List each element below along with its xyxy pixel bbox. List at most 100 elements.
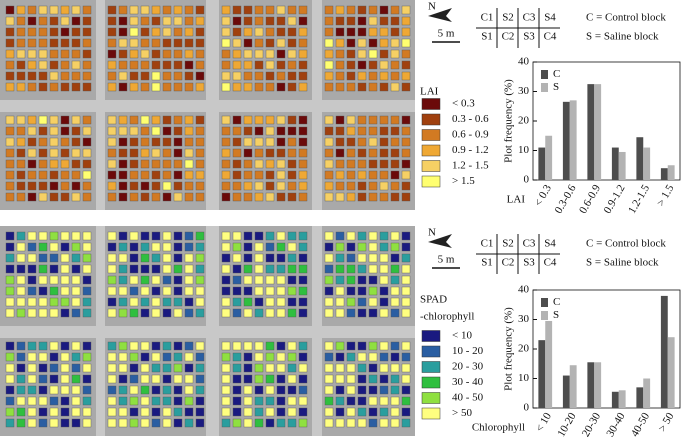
plot-square: [324, 308, 334, 318]
plot-square: [195, 264, 205, 274]
plot-square: [60, 181, 70, 191]
plot-square: [335, 264, 345, 274]
plot-square: [232, 82, 242, 92]
plot-square: [368, 181, 378, 191]
plot-square: [221, 308, 231, 318]
plot-square: [401, 170, 411, 180]
plot-square: [5, 71, 15, 81]
plot-square: [5, 352, 15, 362]
plot-square: [162, 60, 172, 70]
plot-square: [401, 82, 411, 92]
bar: [562, 375, 570, 408]
plot-square: [71, 159, 81, 169]
plot-square: [232, 159, 242, 169]
plot-square: [401, 27, 411, 37]
plot-square: [390, 231, 400, 241]
plot-square: [118, 385, 128, 395]
plot-square: [16, 126, 26, 136]
legend-swatch: [421, 345, 441, 358]
plot-square: [162, 341, 172, 351]
bar: [569, 365, 577, 408]
plot-square: [38, 16, 48, 26]
plot-square: [71, 352, 81, 362]
plot-square: [151, 418, 161, 428]
plot-square: [184, 341, 194, 351]
plot-square: [232, 192, 242, 202]
plot-square: [401, 418, 411, 428]
plot-square: [221, 374, 231, 384]
plot-square: [346, 341, 356, 351]
plot-square: [379, 374, 389, 384]
plot-square: [129, 363, 139, 373]
bar: [538, 340, 546, 408]
plot-square: [38, 374, 48, 384]
plot-square: [60, 38, 70, 48]
plot-square: [357, 418, 367, 428]
plot-square: [118, 60, 128, 70]
plot-square: [38, 126, 48, 136]
plot-square: [221, 126, 231, 136]
plot-square: [357, 374, 367, 384]
plot-square: [140, 38, 150, 48]
plot-square: [379, 181, 389, 191]
y-tick-label: 40: [518, 56, 530, 68]
plot-square: [27, 137, 37, 147]
plot-square: [38, 363, 48, 373]
plot-square: [5, 137, 15, 147]
plot-square: [287, 82, 297, 92]
plot-square: [232, 286, 242, 296]
plot-square: [335, 192, 345, 202]
plot-square: [107, 418, 117, 428]
plot-square: [324, 192, 334, 202]
plot-square: [287, 159, 297, 169]
legend-swatch: [421, 392, 441, 404]
plot-square: [118, 71, 128, 81]
plot-square: [173, 71, 183, 81]
plot-square: [221, 297, 231, 307]
plot-square: [335, 115, 345, 125]
plot-square: [276, 192, 286, 202]
plot-square: [298, 418, 308, 428]
plot-square: [184, 308, 194, 318]
x-tick-label: 40-50: [629, 410, 652, 438]
plot-square: [27, 159, 37, 169]
plot-square: [140, 115, 150, 125]
plot-square: [5, 27, 15, 37]
plot-square: [27, 115, 37, 125]
plot-square: [265, 385, 275, 395]
plot-square: [232, 242, 242, 252]
plot-square: [401, 16, 411, 26]
plot-square: [184, 352, 194, 362]
plot-square: [82, 297, 92, 307]
plot-square: [335, 16, 345, 26]
bar: [611, 391, 619, 408]
plot-square: [16, 286, 26, 296]
plot-square: [162, 363, 172, 373]
plot-square: [390, 396, 400, 406]
plot-square: [60, 82, 70, 92]
plot-square: [221, 418, 231, 428]
plot-square: [221, 363, 231, 373]
plot-square: [243, 374, 253, 384]
plot-square: [129, 16, 139, 26]
north-arrow: [428, 8, 452, 22]
plot-square: [346, 5, 356, 15]
plot-square: [140, 363, 150, 373]
plot-square: [368, 418, 378, 428]
layout-note: S = Saline block: [586, 257, 659, 269]
plot-square: [221, 27, 231, 37]
plot-square: [379, 82, 389, 92]
plot-square: [27, 242, 37, 252]
plot-square: [368, 396, 378, 406]
plot-square: [401, 242, 411, 252]
plot-square: [346, 192, 356, 202]
plot-square: [129, 115, 139, 125]
plot-square: [118, 82, 128, 92]
plot-square: [232, 5, 242, 15]
plot-square: [195, 16, 205, 26]
plot-square: [276, 16, 286, 26]
plot-square: [232, 126, 242, 136]
plot-square: [60, 49, 70, 59]
plot-square: [140, 16, 150, 26]
plot-square: [82, 286, 92, 296]
